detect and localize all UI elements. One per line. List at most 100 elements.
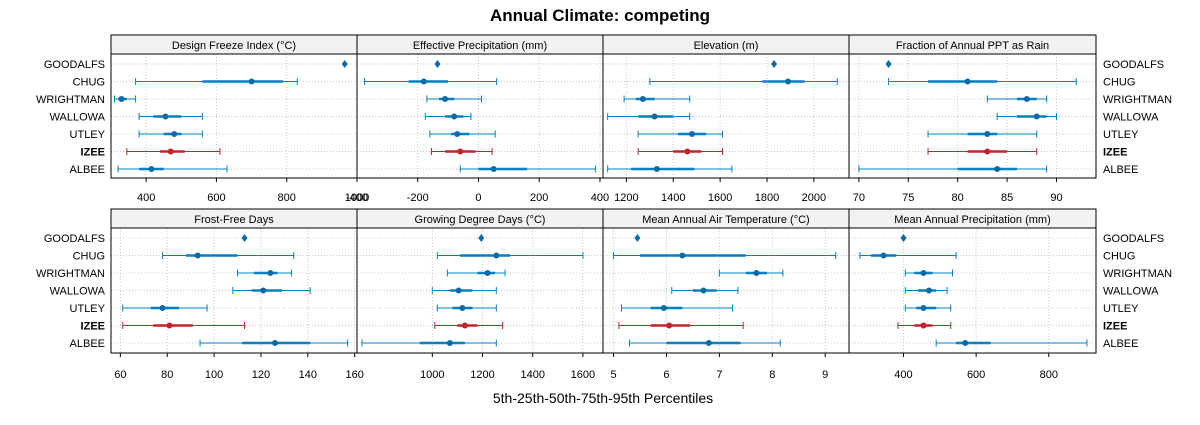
- panel-border: [848, 227, 1097, 354]
- median-point: [484, 270, 491, 276]
- panel-title: Effective Precipitation (mm): [413, 40, 547, 52]
- median-point: [459, 305, 466, 311]
- median-point-single: [771, 60, 778, 68]
- tick-label: 7: [716, 369, 722, 381]
- tick-label: 1200: [470, 369, 494, 381]
- tick-label: 1400: [520, 369, 544, 381]
- site-label-left: GOODALFS: [44, 59, 105, 71]
- tick-label: 1600: [708, 192, 732, 204]
- median-point: [451, 113, 458, 120]
- median-point: [260, 287, 267, 294]
- median-point: [785, 78, 792, 85]
- median-point: [159, 305, 166, 311]
- panel: Growing Degree Days (°C) 1000 1200 1400 1600: [356, 208, 604, 381]
- tick-label: 1600: [571, 369, 595, 381]
- median-point: [1033, 113, 1040, 120]
- median-point: [490, 166, 497, 172]
- median-point: [461, 322, 468, 329]
- median-point-single: [341, 60, 348, 68]
- site-label-right: CHUG: [1103, 77, 1135, 89]
- site-label-left: CHUG: [73, 251, 105, 263]
- median-point: [994, 166, 1001, 172]
- tick-label: 200: [530, 192, 548, 204]
- median-point: [700, 287, 707, 294]
- median-point: [666, 322, 673, 329]
- site-label-right: IZEE: [1103, 321, 1127, 333]
- median-point: [962, 340, 969, 346]
- median-point-single: [478, 234, 485, 242]
- tick-label: 85: [1001, 192, 1013, 204]
- median-point: [920, 322, 927, 329]
- tick-label: 5: [611, 369, 617, 381]
- chart-title: Annual Climate: competing: [490, 6, 710, 25]
- site-label-right: ALBEE: [1103, 164, 1138, 176]
- panel-title: Design Freeze Index (°C): [172, 40, 296, 52]
- panel-title: Mean Annual Air Temperature (°C): [642, 214, 809, 226]
- median-point: [194, 252, 201, 259]
- panel: Effective Precipitation (mm) -400 -200 0 200…: [346, 34, 609, 204]
- median-point: [442, 96, 449, 102]
- median-point: [705, 340, 712, 346]
- tick-label: 120: [252, 369, 270, 381]
- median-point: [984, 148, 991, 155]
- median-point: [272, 340, 278, 346]
- site-label-left: WRIGHTMAN: [36, 94, 105, 106]
- site-label-right: UTLEY: [1103, 129, 1139, 141]
- site-label-left: IZEE: [81, 321, 105, 333]
- median-point: [171, 131, 178, 137]
- site-label-right: GOODALFS: [1103, 233, 1164, 245]
- median-point: [454, 131, 461, 137]
- tick-label: 1000: [420, 369, 444, 381]
- site-label-left: ALBEE: [70, 164, 105, 176]
- site-label-right: UTLEY: [1103, 303, 1139, 315]
- median-point: [925, 287, 932, 294]
- median-point: [651, 113, 658, 120]
- median-point-single: [885, 60, 892, 68]
- panels-group: GOODALFS GOODALFS CHUG CHUG WRIGHTMAN WRIGHTM…: [36, 34, 1172, 381]
- median-point: [148, 166, 155, 172]
- median-point: [1023, 96, 1030, 102]
- panel: Elevation (m) 1200 1400 1600 1800 2000: [602, 34, 850, 204]
- median-point-single: [434, 60, 441, 68]
- tick-label: 6: [663, 369, 669, 381]
- site-label-left: ALBEE: [70, 338, 105, 350]
- site-label-right: WRIGHTMAN: [1103, 268, 1172, 280]
- panel-title: Elevation (m): [694, 40, 759, 52]
- tick-label: 600: [967, 369, 985, 381]
- tick-label: 100: [205, 369, 223, 381]
- tick-label: 1400: [661, 192, 685, 204]
- tick-label: 600: [207, 192, 225, 204]
- tick-label: 75: [902, 192, 914, 204]
- site-label-left: CHUG: [73, 77, 105, 89]
- tick-label: 800: [278, 192, 296, 204]
- tick-label: 80: [161, 369, 173, 381]
- tick-label: 60: [114, 369, 126, 381]
- panel: Design Freeze Index (°C) 400 600 800 1000: [110, 34, 369, 204]
- median-point: [684, 148, 691, 155]
- site-label-left: UTLEY: [70, 303, 106, 315]
- tick-label: 9: [822, 369, 828, 381]
- median-point-single: [634, 234, 641, 242]
- tick-label: 400: [894, 369, 912, 381]
- median-point: [920, 270, 927, 276]
- site-label-right: WALLOWA: [1103, 112, 1159, 124]
- median-point: [162, 113, 169, 120]
- tick-label: 2000: [802, 192, 826, 204]
- tick-label: 90: [1050, 192, 1062, 204]
- site-label-right: ALBEE: [1103, 338, 1138, 350]
- median-point: [446, 340, 453, 346]
- tick-label: 400: [591, 192, 609, 204]
- panel-border: [848, 53, 1097, 179]
- site-label-left: WALLOWA: [50, 286, 106, 298]
- median-point: [267, 270, 274, 276]
- panel-title: Fraction of Annual PPT as Rain: [896, 40, 1049, 52]
- median-point: [420, 78, 427, 85]
- median-point: [166, 322, 173, 329]
- median-point: [493, 252, 500, 259]
- site-label-right: WALLOWA: [1103, 286, 1159, 298]
- median-point-single: [900, 234, 907, 242]
- panel-title: Growing Degree Days (°C): [415, 214, 546, 226]
- x-axis-label: 5th-25th-50th-75th-95th Percentiles: [493, 390, 713, 406]
- median-point: [880, 252, 887, 259]
- median-point-single: [241, 234, 248, 242]
